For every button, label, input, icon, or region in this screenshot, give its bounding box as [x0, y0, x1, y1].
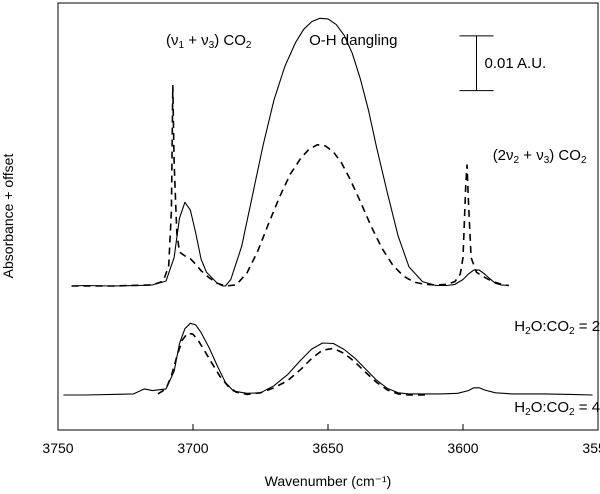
series-layer — [63, 17, 593, 396]
x-tick-label: 3650 — [312, 440, 343, 456]
scale-bar-label: 0.01 A.U. — [485, 55, 547, 72]
annotation-ratio21: H2O:CO2 = 2:1 — [514, 318, 600, 337]
annotation-oh: O-H dangling — [309, 32, 397, 49]
scale-bar: 0.01 A.U. — [459, 35, 547, 92]
y-axis-label: Absorbance + offset — [0, 154, 16, 279]
series-2-dashed-line — [71, 84, 509, 287]
annotation-ratio41: H2O:CO2 = 4:1 — [514, 399, 600, 418]
annotation-combo1: (ν1 + ν3) CO2 — [166, 32, 252, 51]
x-axis-label: Wavenumber (cm⁻¹) — [265, 473, 392, 489]
x-tick-label: 3600 — [447, 440, 478, 456]
series-1-solid-line — [71, 17, 509, 287]
series-4-dashed-line — [157, 332, 426, 396]
series-3-solid-line — [63, 322, 593, 396]
annotation-combo2: (2ν2 + ν3) CO2 — [493, 147, 587, 166]
x-tick-label: 3550 — [582, 440, 600, 456]
x-axis: 3750 3700 3650 3600 3550 — [42, 424, 600, 456]
x-tick-label: 3750 — [42, 440, 73, 456]
annotations: (ν1 + ν3) CO2 O-H dangling (2ν2 + ν3) CO2 H… — [166, 32, 600, 417]
x-tick-label: 3700 — [177, 440, 208, 456]
